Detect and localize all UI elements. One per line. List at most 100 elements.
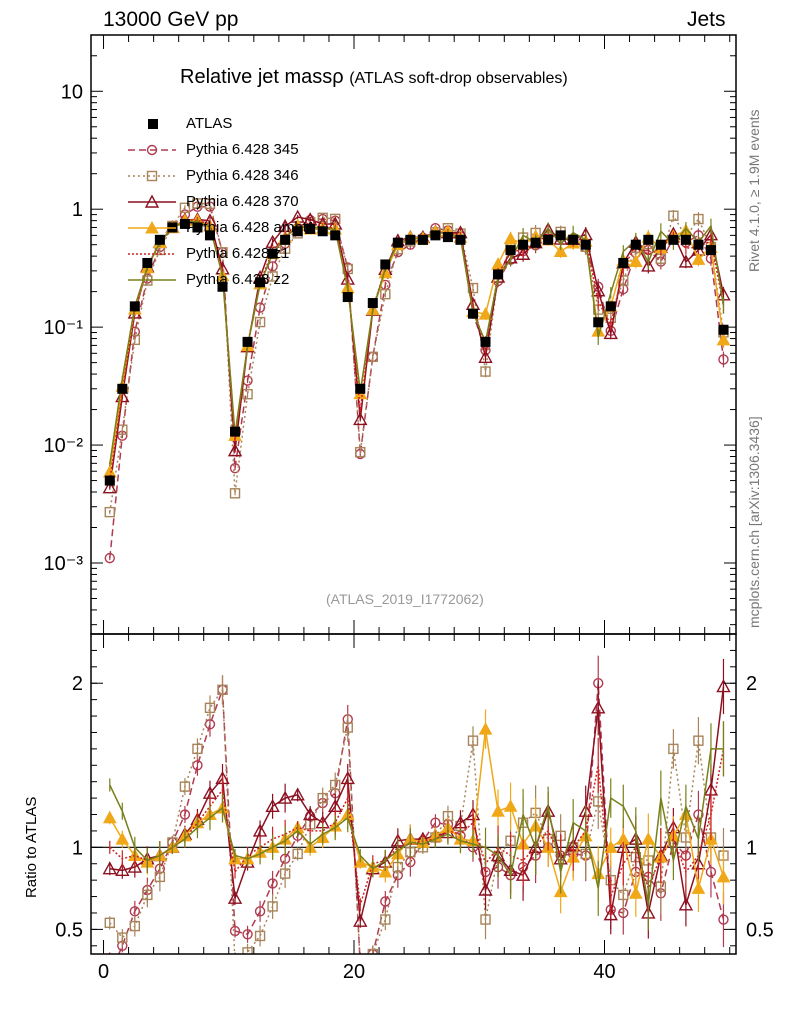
legend-label: Pythia 6.428 ambt1 — [186, 219, 316, 236]
main-marker — [179, 202, 191, 214]
main-marker — [229, 462, 241, 474]
ratio-marker — [265, 798, 280, 813]
main-marker — [192, 198, 203, 209]
atlas-point — [618, 257, 629, 268]
ratio-marker — [467, 735, 479, 746]
atlas-point — [430, 230, 441, 241]
atlas-point — [154, 234, 165, 245]
main-series-line — [109, 202, 725, 513]
header-energy: 13000 GeV pp — [103, 8, 239, 31]
ratio-marker — [330, 779, 341, 791]
atlas-data — [104, 218, 729, 486]
main-marker — [716, 332, 731, 346]
main-marker — [254, 316, 266, 328]
atlas-point — [355, 383, 366, 394]
ratio-marker — [480, 914, 491, 925]
ratio-marker — [102, 861, 117, 875]
ratio-marker — [691, 881, 706, 894]
legend-entry-2: Pythia 6.428 346 — [126, 166, 366, 186]
atlas-point — [555, 230, 566, 241]
ratio-marker — [367, 948, 378, 954]
ratio-y-tick-label-left: 0.5 — [55, 919, 83, 941]
ratio-marker — [478, 722, 493, 735]
atlas-point — [543, 234, 554, 245]
atlas-point — [330, 230, 341, 241]
atlas-point — [405, 234, 416, 245]
atlas-point — [655, 239, 666, 250]
ratio-marker — [277, 790, 293, 804]
main-marker — [480, 366, 491, 377]
rivet-label: Rivet 4.1.0, ≥ 1.9M events — [746, 109, 762, 272]
main-y-tick-label: 1 — [72, 199, 83, 221]
legend-label: ATLAS — [186, 115, 233, 132]
main-y-tick-label: 10⁻² — [44, 435, 84, 457]
chart-subtitle: (ATLAS soft-drop observables) — [349, 70, 568, 87]
ratio-marker — [491, 804, 505, 817]
ratio-y-tick-label-right: 2 — [746, 673, 757, 695]
atlas-point — [643, 234, 654, 245]
ratio-marker — [342, 722, 353, 733]
reference-analysis-label: (ATLAS_2019_I1772062) — [326, 591, 484, 607]
main-y-tick-label: 10⁻¹ — [44, 317, 84, 339]
main-marker — [668, 210, 679, 221]
atlas-point — [380, 259, 391, 270]
legend-entry-1: Pythia 6.428 345 — [126, 140, 366, 160]
main-marker — [227, 443, 243, 457]
ratio-marker — [254, 906, 266, 917]
legend-marker — [144, 194, 160, 208]
ratio-marker — [115, 862, 130, 877]
x-tick-label: 20 — [343, 961, 365, 983]
ratio-marker — [628, 886, 643, 899]
ratio-marker — [104, 917, 115, 929]
main-marker — [367, 351, 378, 363]
ratio-series-line — [109, 748, 724, 905]
atlas-point — [104, 475, 115, 486]
ratio-marker — [353, 913, 368, 927]
atlas-point — [668, 234, 679, 245]
ratio-marker — [618, 889, 629, 901]
main-marker — [515, 246, 531, 260]
main-marker — [678, 254, 694, 268]
ratio-marker — [192, 760, 203, 771]
atlas-point — [693, 239, 704, 250]
legend-entry-5: Pythia 6.428 z1 — [126, 244, 366, 264]
ratio-marker — [204, 702, 216, 714]
main-marker — [380, 288, 391, 300]
chart-title: Relative jet massρ (ATLAS soft-drop obse… — [180, 66, 568, 89]
ratio-marker — [705, 866, 717, 878]
atlas-point — [280, 234, 291, 245]
ratio-series-line — [109, 686, 725, 922]
atlas-point — [467, 308, 478, 319]
main-marker — [603, 325, 618, 340]
ratio-marker — [340, 770, 355, 785]
ratio-marker — [267, 901, 278, 912]
legend-entry-6: Pythia 6.428 z2 — [126, 270, 366, 290]
atlas-point — [179, 218, 190, 229]
legend-entry-0: ATLAS — [126, 114, 366, 134]
main-marker — [267, 271, 278, 282]
atlas-point — [305, 223, 316, 234]
legend-swatch — [128, 194, 176, 208]
ratio-marker — [668, 743, 679, 755]
chart-title-main: Relative jet massρ — [180, 66, 344, 88]
legend-label: Pythia 6.428 z2 — [186, 271, 290, 288]
ratio-marker — [279, 868, 291, 879]
legend-swatch — [128, 253, 176, 255]
legend-entry-3: Pythia 6.428 370 — [126, 192, 366, 212]
ratio-marker — [267, 878, 278, 889]
legend-swatch — [148, 119, 158, 129]
x-tick-label: 40 — [593, 961, 615, 983]
ratio-marker — [179, 809, 191, 820]
legend-marker — [146, 144, 158, 156]
main-y-tick-label: 10⁻³ — [44, 553, 84, 575]
x-tick-label: 0 — [98, 961, 109, 983]
atlas-point — [255, 277, 266, 288]
main-marker — [553, 244, 568, 257]
atlas-point — [129, 301, 140, 312]
ratio-y-tick-label-left: 2 — [72, 673, 83, 695]
ratio-marker — [603, 840, 618, 853]
ratio-panel-frame — [90, 633, 737, 955]
ratio-marker — [378, 864, 393, 878]
atlas-point — [242, 336, 253, 347]
legend-swatch — [128, 144, 176, 156]
